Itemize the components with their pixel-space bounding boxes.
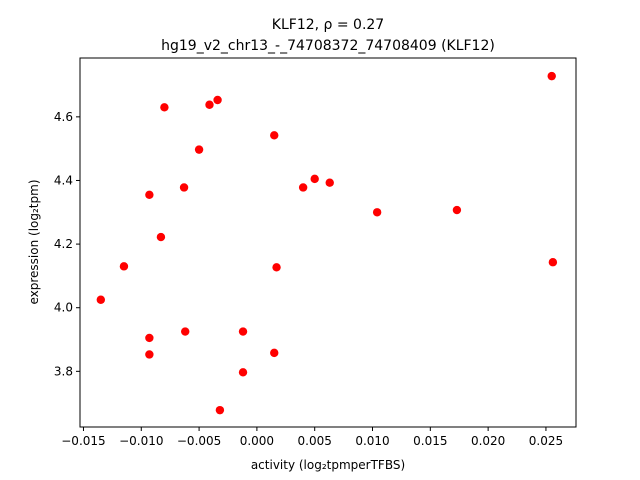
y-tick-label: 4.0 — [54, 301, 73, 315]
data-point — [238, 327, 248, 336]
y-tick-label: 3.8 — [54, 364, 73, 378]
y-tick-label: 4.2 — [54, 237, 73, 251]
data-point — [96, 295, 106, 304]
data-point — [548, 258, 558, 267]
data-point — [238, 368, 248, 377]
data-point — [547, 71, 556, 81]
data-point — [145, 333, 154, 343]
y-tick-label: 4.6 — [54, 110, 73, 124]
plot-frame — [79, 57, 577, 428]
data-points — [96, 71, 558, 415]
x-axis: −0.015 −0.010 −0.005 0.000 0.005 0.010 0.015 0.… — [61, 427, 563, 448]
data-point — [156, 232, 166, 242]
plot-area — [79, 57, 577, 428]
y-tick-label: 4.4 — [54, 173, 73, 187]
data-point — [298, 183, 308, 192]
data-point — [179, 183, 189, 192]
data-point — [194, 145, 204, 154]
data-point — [270, 131, 279, 140]
y-axis: 3.8 4.0 4.2 4.4 4.6 — [54, 110, 80, 378]
data-point — [145, 190, 154, 199]
data-point — [119, 262, 129, 271]
data-point — [145, 350, 154, 359]
data-point — [205, 100, 214, 109]
x-tick-label: −0.015 — [61, 434, 105, 448]
data-point — [310, 174, 319, 184]
data-point — [270, 348, 279, 358]
chart-title-line2: hg19_v2_chr13_-_74708372_74708409 (KLF12… — [161, 38, 495, 54]
x-tick-label: 0.015 — [413, 434, 447, 448]
data-point — [213, 95, 222, 105]
data-point — [325, 178, 334, 187]
x-tick-label: 0.010 — [355, 434, 389, 448]
x-axis-label: activity (log₂tpmperTFBS) — [251, 458, 405, 472]
data-point — [160, 103, 169, 112]
data-point — [181, 327, 190, 336]
x-tick-label: 0.005 — [298, 434, 332, 448]
chart-title-line1: KLF12, ρ = 0.27 — [272, 17, 384, 33]
data-point — [272, 263, 281, 272]
x-tick-label: 0.025 — [529, 434, 563, 448]
x-tick-label: 0.000 — [240, 434, 274, 448]
x-tick-label: −0.010 — [119, 434, 163, 448]
x-tick-label: −0.005 — [177, 434, 221, 448]
y-axis-label: expression (log₂tpm) — [27, 179, 41, 304]
data-point — [372, 208, 382, 217]
x-tick-label: 0.020 — [471, 434, 505, 448]
data-point — [215, 405, 225, 415]
data-point — [452, 205, 462, 215]
